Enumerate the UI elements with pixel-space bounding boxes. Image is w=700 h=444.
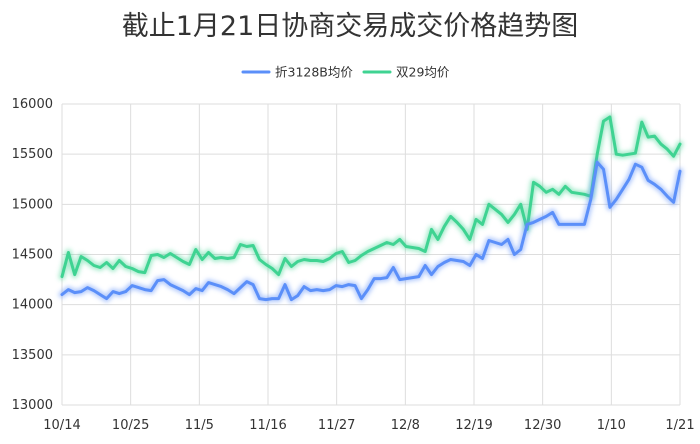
x-tick-label: 1/10 — [597, 418, 626, 433]
y-tick-label: 14000 — [12, 298, 53, 313]
series-glow-0 — [58, 158, 684, 304]
x-tick-label: 12/30 — [524, 418, 561, 433]
legend: 折3128B均价 双29均价 — [241, 65, 450, 80]
x-tick-label: 12/19 — [455, 418, 492, 433]
x-tick-label: 11/16 — [249, 418, 286, 433]
legend-item-zhe3128b[interactable]: 折3128B均价 — [241, 65, 353, 80]
x-axis: 10/14 10/25 11/5 11/16 11/27 12/8 12/19 12/30 1/… — [43, 418, 694, 433]
y-tick-label: 15500 — [12, 147, 53, 162]
chart-title: 截止1月21日协商交易成交价格趋势图 — [122, 11, 579, 42]
series-glow-1 — [58, 113, 684, 281]
series-line-shuang29 — [60, 115, 682, 279]
legend-item-shuang29[interactable]: 双29均价 — [362, 65, 450, 80]
x-tick-label: 12/8 — [391, 418, 420, 433]
y-tick-label: 16000 — [12, 97, 53, 112]
series-layer — [58, 113, 684, 304]
legend-label: 折3128B均价 — [275, 65, 353, 80]
y-axis: 13000 13500 14000 14500 15000 15500 16000 — [12, 97, 53, 413]
y-tick-label: 13000 — [12, 398, 53, 413]
y-tick-label: 13500 — [12, 348, 53, 363]
x-tick-label: 1/21 — [665, 418, 694, 433]
legend-label: 双29均价 — [396, 65, 450, 80]
y-tick-label: 14500 — [12, 248, 53, 263]
y-tick-label: 15000 — [12, 197, 53, 212]
x-tick-label: 10/25 — [112, 418, 149, 433]
series-line-zhe3128b — [60, 160, 682, 302]
x-tick-label: 10/14 — [43, 418, 80, 433]
x-tick-label: 11/5 — [185, 418, 214, 433]
x-tick-label: 11/27 — [318, 418, 355, 433]
